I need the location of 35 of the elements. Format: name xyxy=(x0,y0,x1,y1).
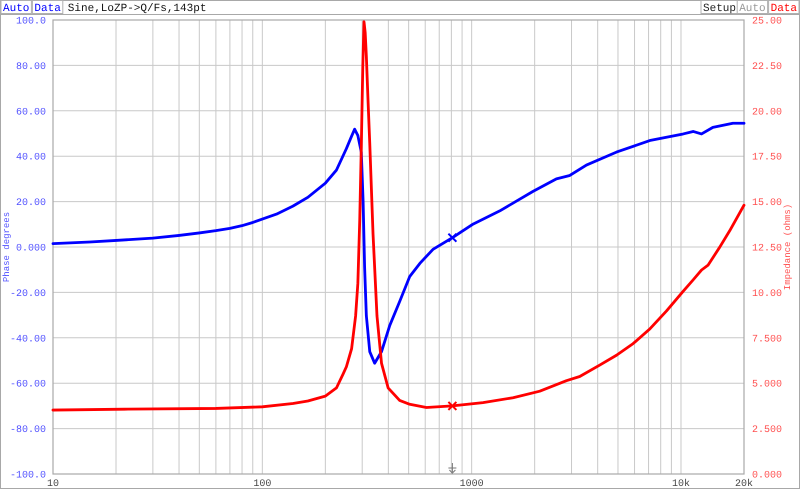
x-tick-label: 10 xyxy=(46,479,60,489)
y2-tick-label: 10.00 xyxy=(752,288,782,300)
text: Data xyxy=(770,3,798,15)
y2-tick-label: 22.50 xyxy=(752,62,782,73)
x-tick-label: 1000 xyxy=(460,479,484,489)
y-tick-label: 80.00 xyxy=(16,62,46,73)
y-tick-label: 60.00 xyxy=(16,107,46,118)
y-tick-label: 0.000 xyxy=(16,244,46,254)
y-tick-label: 20.00 xyxy=(16,198,46,210)
y-axis-title: Phase degrees xyxy=(2,212,12,282)
chart-title: Sine,LoZP->Q/Fs,143pt xyxy=(68,3,206,15)
text: Data xyxy=(34,3,62,15)
y2-tick-label: 17.50 xyxy=(752,152,782,164)
y-tick-label: -100.0 xyxy=(10,470,46,482)
text: Auto xyxy=(3,3,30,15)
text: Auto xyxy=(739,3,766,15)
y-tick-label: -80.00 xyxy=(10,425,46,436)
y2-tick-label: 5.000 xyxy=(752,380,782,391)
x-tick-label: 10k xyxy=(672,478,690,489)
y2-tick-label: 2.500 xyxy=(752,425,782,436)
y-tick-label: 40.00 xyxy=(16,152,46,164)
text: Setup xyxy=(703,3,736,15)
y2-tick-label: 20.00 xyxy=(752,107,782,118)
y-tick-label: -40.00 xyxy=(10,334,46,346)
y2-tick-label: 12.50 xyxy=(752,244,782,254)
y-tick-label: -20.00 xyxy=(10,288,46,300)
y2-axis-title: Impedance (ohms) xyxy=(783,204,793,290)
y2-tick-label: 0.000 xyxy=(752,470,782,482)
y2-tick-label: 15.00 xyxy=(752,198,782,210)
y2-tick-label: 25.00 xyxy=(752,16,782,28)
y-tick-label: -60.00 xyxy=(10,380,46,391)
y2-tick-label: 7.500 xyxy=(752,334,782,346)
y-tick-label: 100.0 xyxy=(16,16,46,28)
x-tick-label: 100 xyxy=(253,479,272,489)
x-tick-label: 20k xyxy=(734,478,754,489)
